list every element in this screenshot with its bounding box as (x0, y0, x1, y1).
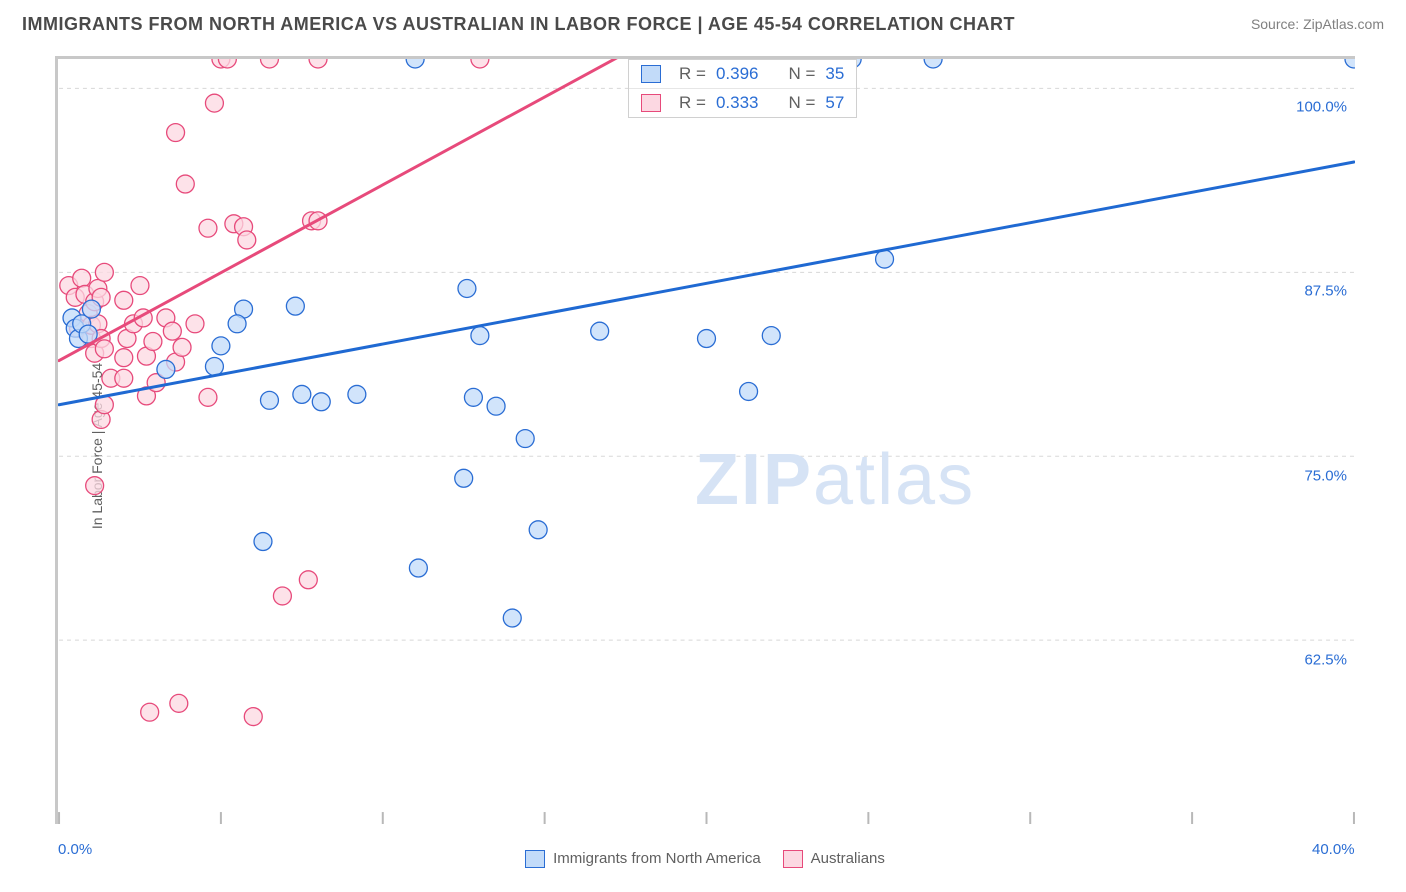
stat-label: R = (679, 64, 706, 84)
stat-label: N = (788, 93, 815, 113)
chart-title: IMMIGRANTS FROM NORTH AMERICA VS AUSTRAL… (22, 14, 1015, 35)
legend-swatch-icon (525, 850, 545, 868)
legend-swatch-icon (641, 94, 661, 112)
chart-source: Source: ZipAtlas.com (1251, 16, 1384, 32)
plot-svg (58, 59, 1355, 824)
y-tick-label: 62.5% (1304, 652, 1347, 669)
legend-item: Australians (783, 850, 885, 868)
legend-item: Immigrants from North America (525, 850, 761, 868)
series-legend: Immigrants from North America Australians (55, 850, 1355, 868)
stats-legend-box: R = 0.396 N = 35 R = 0.333 N = 57 (628, 59, 857, 118)
stat-value: 35 (825, 64, 844, 84)
legend-label: Australians (811, 850, 885, 867)
stat-label: N = (788, 64, 815, 84)
legend-swatch-icon (641, 65, 661, 83)
y-tick-label: 87.5% (1304, 283, 1347, 300)
stat-value: 0.396 (716, 64, 759, 84)
source-label: Source: (1251, 16, 1303, 32)
legend-swatch-icon (783, 850, 803, 868)
stat-value: 0.333 (716, 93, 759, 113)
scatter-plot: ZIPatlas R =0.396N =35R =0.333N =57 62.5… (55, 56, 1355, 824)
chart-header: IMMIGRANTS FROM NORTH AMERICA VS AUSTRAL… (0, 0, 1406, 48)
stats-row: R = 0.396 N = 35 (629, 60, 856, 88)
stat-value: 57 (825, 93, 844, 113)
y-tick-label: 100.0% (1296, 98, 1347, 115)
legend-label: Immigrants from North America (553, 850, 761, 867)
stat-label: R = (679, 93, 706, 113)
stats-row: R = 0.333 N = 57 (629, 88, 856, 117)
y-tick-label: 75.0% (1304, 467, 1347, 484)
source-name: ZipAtlas.com (1303, 16, 1384, 32)
